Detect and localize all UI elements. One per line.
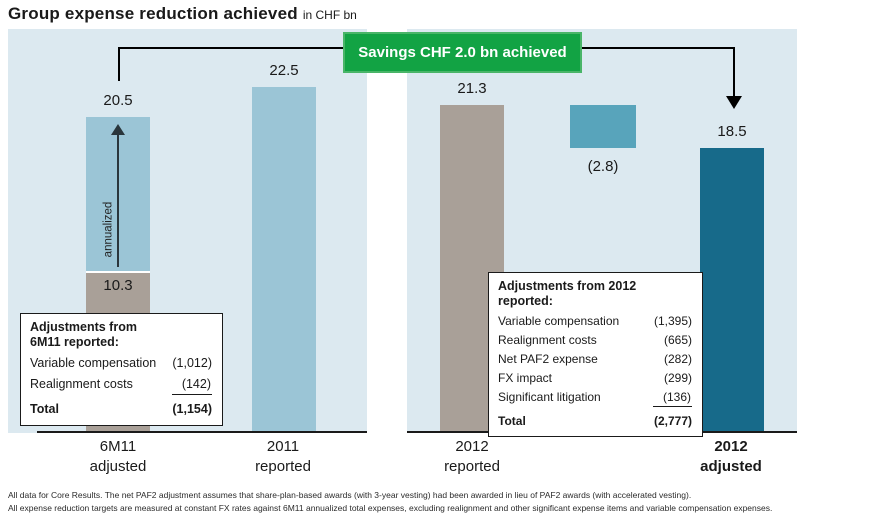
- row-label: Realignment costs: [30, 377, 133, 391]
- adjustments-box-6m11: Adjustments from 6M11 reported: Variable…: [20, 313, 223, 426]
- bar-value-label: (2.8): [587, 158, 619, 175]
- adjustment-row: Realignment costs (665): [498, 333, 692, 347]
- x-label-line2: adjusted: [89, 458, 147, 475]
- total-value: (1,154): [172, 402, 212, 416]
- adjustment-row: Net PAF2 expense (282): [498, 352, 692, 366]
- x-label-6m11-adjusted: 6M11 adjusted: [58, 437, 178, 477]
- adjustment-row: Realignment costs (142): [30, 377, 212, 395]
- row-value: (299): [663, 371, 692, 385]
- total-label: Total: [30, 402, 59, 416]
- x-label-line1: 2012: [714, 438, 748, 455]
- bracket-left-stub: [118, 47, 120, 81]
- row-label: FX impact: [498, 371, 553, 385]
- total-label: Total: [498, 414, 526, 428]
- segment-value-label: 10.3: [103, 277, 133, 294]
- title-text: Group expense reduction achieved: [8, 4, 298, 23]
- bar-value-label: 22.5: [269, 62, 299, 79]
- savings-banner: Savings CHF 2.0 bn achieved: [343, 32, 582, 73]
- row-value: (136): [652, 390, 692, 407]
- total-row: Total (1,154): [30, 402, 212, 417]
- up-arrow-icon: [111, 124, 125, 135]
- x-label-line2: reported: [255, 458, 311, 475]
- adjustment-row: Variable compensation (1,395): [498, 314, 692, 328]
- x-label-line2: reported: [444, 458, 500, 475]
- row-label: Net PAF2 expense: [498, 352, 598, 366]
- bar-segment-annualized: annualized: [86, 117, 150, 273]
- savings-banner-label: Savings CHF 2.0 bn achieved: [358, 44, 567, 61]
- adjustments-box-2012: Adjustments from 2012 reported: Variable…: [488, 272, 703, 437]
- x-label-line2: adjusted: [700, 458, 762, 475]
- x-label-line1: 2011: [266, 438, 300, 455]
- adjustment-row: FX impact (299): [498, 371, 692, 385]
- footnote-line2: All expense reduction targets are measur…: [8, 502, 773, 513]
- bracket-right-drop: [733, 47, 735, 98]
- x-label-2012-reported: 2012 reported: [412, 437, 532, 477]
- footnote-line1: All data for Core Results. The net PAF2 …: [8, 490, 692, 500]
- total-value: (2,777): [653, 414, 692, 428]
- x-axis-left: [37, 431, 367, 433]
- x-label-2011-reported: 2011 reported: [223, 437, 343, 477]
- row-value: (142): [171, 377, 212, 395]
- row-label: Significant litigation: [498, 390, 601, 404]
- row-value: (282): [663, 352, 692, 366]
- bar-value-label: 20.5: [103, 92, 133, 109]
- annualized-label: annualized: [102, 201, 115, 258]
- box-title: Adjustments from 2012 reported:: [498, 279, 637, 308]
- down-arrow-icon: [726, 96, 742, 109]
- box-title-line1: Adjustments from: [30, 320, 137, 334]
- up-arrow-shaft: [117, 135, 119, 267]
- bar-value-label: 18.5: [717, 123, 747, 140]
- row-label: Realignment costs: [498, 333, 597, 347]
- row-value: (1,395): [653, 314, 692, 328]
- bar-2011-reported: 22.5: [252, 62, 316, 431]
- total-row: Total (2,777): [498, 414, 692, 428]
- x-label-line1: 6M11: [99, 438, 137, 455]
- box-title: Adjustments from 6M11 reported:: [30, 320, 212, 350]
- bar-value-label: 21.3: [457, 80, 487, 97]
- adjustment-row: Variable compensation (1,012): [30, 356, 212, 371]
- x-label-line1: 2012: [455, 438, 489, 455]
- page-title: Group expense reduction achieved in CHF b…: [8, 4, 357, 24]
- bracket-right-line: [581, 47, 735, 49]
- adjustment-row: Significant litigation (136): [498, 390, 692, 407]
- title-unit: in CHF bn: [302, 8, 357, 22]
- bar-2012-adjusted: 18.5: [700, 123, 764, 431]
- x-label-2012-adjusted: 2012 adjusted: [671, 437, 791, 477]
- footnotes: All data for Core Results. The net PAF2 …: [8, 489, 870, 514]
- row-value: (1,012): [172, 356, 212, 370]
- row-label: Variable compensation: [498, 314, 620, 328]
- box-title-line2: 6M11 reported:: [30, 335, 119, 349]
- bracket-left-line: [118, 47, 344, 49]
- bar-savings-bridge: (2.8): [570, 105, 636, 175]
- row-label: Variable compensation: [30, 356, 157, 370]
- row-value: (665): [663, 333, 692, 347]
